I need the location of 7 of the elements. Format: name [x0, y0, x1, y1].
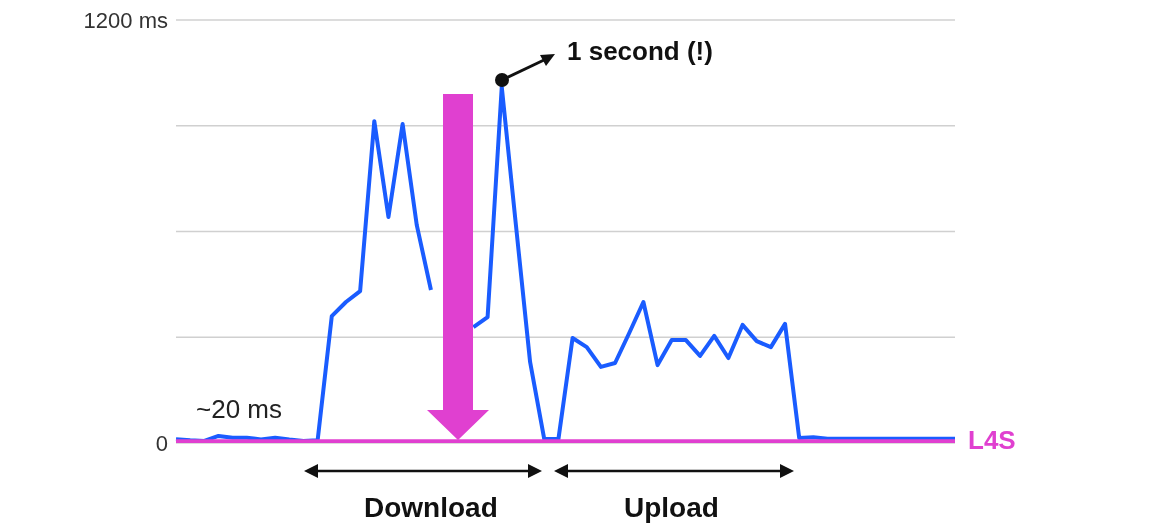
annotation: 1 second (!)	[567, 36, 713, 67]
y-tick-label: 1200 ms	[83, 7, 168, 33]
text: Upload	[624, 492, 719, 524]
series-label: L4S	[968, 425, 1016, 456]
text: Download	[364, 492, 498, 524]
annotation: ~20 ms	[196, 394, 282, 425]
y-tick-label: 0	[155, 430, 168, 456]
